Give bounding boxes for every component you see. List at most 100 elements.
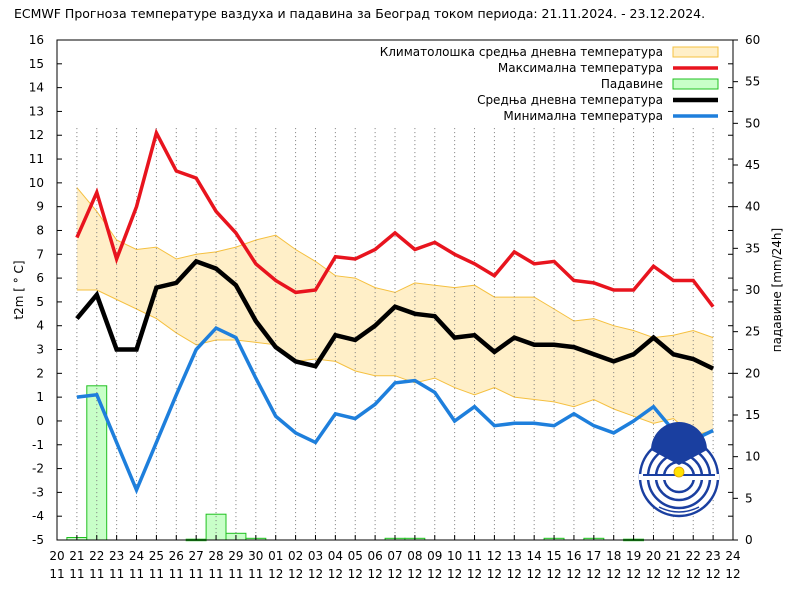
- x-tick-month: 12: [427, 567, 442, 581]
- hydromet-logo: [638, 422, 720, 518]
- y2-axis-ticks: 0 5 10 15 20 25 30 35 40 45 50 55 60: [733, 33, 760, 547]
- x-tick-month: 11: [189, 567, 204, 581]
- x-tick-day: 10: [447, 549, 462, 563]
- x-tick-month: 11: [248, 567, 263, 581]
- x-tick-month: 12: [447, 567, 462, 581]
- legend-swatch-precip: [672, 78, 719, 90]
- y-tick-label: 8: [36, 223, 44, 237]
- y2-tick-label: 50: [745, 116, 760, 130]
- x-tick-day: 14: [527, 549, 542, 563]
- x-tick-day: 08: [407, 549, 422, 563]
- series-lines-layer: [75, 128, 715, 495]
- y-tick-label: -4: [32, 509, 44, 523]
- x-tick-day: 22: [89, 549, 104, 563]
- y-tick-label: -5: [32, 533, 44, 547]
- y-tick-label: 0: [36, 414, 44, 428]
- x-tick-month: 12: [367, 567, 382, 581]
- y-tick-label: 3: [36, 343, 44, 357]
- x-tick-month: 11: [69, 567, 84, 581]
- x-tick-day: 11: [467, 549, 482, 563]
- series-line-min: [76, 325, 714, 495]
- x-tick-month: 12: [507, 567, 522, 581]
- x-tick-day: 15: [546, 549, 561, 563]
- y-tick-label: 10: [29, 176, 44, 190]
- x-tick-month: 11: [208, 567, 223, 581]
- y-tick-label: 7: [36, 247, 44, 261]
- x-tick-day: 24: [725, 549, 740, 563]
- y2-tick-label: 20: [745, 366, 760, 380]
- x-tick-day: 20: [49, 549, 64, 563]
- x-tick-day: 02: [288, 549, 303, 563]
- x-tick-day: 21: [69, 549, 84, 563]
- x-tick-day: 13: [507, 549, 522, 563]
- y-tick-label: 4: [36, 319, 44, 333]
- y-tick-label: 12: [29, 128, 44, 142]
- y-tick-label: 5: [36, 295, 44, 309]
- x-tick-month: 11: [89, 567, 104, 581]
- x-tick-month: 12: [328, 567, 343, 581]
- x-tick-month: 12: [566, 567, 581, 581]
- y2-tick-label: 15: [745, 408, 760, 422]
- x-tick-day: 29: [228, 549, 243, 563]
- x-tick-month: 11: [109, 567, 124, 581]
- x-tick-day: 17: [586, 549, 601, 563]
- climatology-band: [76, 187, 714, 436]
- x-tick-month: 12: [606, 567, 621, 581]
- x-tick-day: 28: [208, 549, 223, 563]
- x-tick-day: 06: [367, 549, 382, 563]
- y2-tick-label: 40: [745, 200, 760, 214]
- x-tick-day: 23: [109, 549, 124, 563]
- y-axis-label: t2m [ ° C]: [12, 260, 26, 319]
- x-tick-month: 12: [646, 567, 661, 581]
- x-tick-day: 19: [626, 549, 641, 563]
- x-tick-month: 12: [626, 567, 641, 581]
- x-tick-month: 12: [268, 567, 283, 581]
- legend: Климатолошка средња дневна температура Ма…: [380, 45, 719, 123]
- x-tick-month: 11: [129, 567, 144, 581]
- x-tick-day: 25: [149, 549, 164, 563]
- y-tick-label: 2: [36, 366, 44, 380]
- x-tick-month: 12: [725, 567, 740, 581]
- legend-label-precip: Падавине: [601, 77, 663, 91]
- legend-label-max: Максимална температура: [498, 61, 663, 75]
- x-tick-month: 12: [407, 567, 422, 581]
- x-tick-month: 11: [149, 567, 164, 581]
- y-tick-label: 14: [29, 81, 44, 95]
- x-tick-month: 12: [546, 567, 561, 581]
- y2-tick-label: 0: [745, 533, 753, 547]
- series-line-mean: [75, 258, 715, 371]
- x-tick-day: 24: [129, 549, 144, 563]
- y2-axis-label: падавине [mm/24h]: [770, 228, 784, 352]
- x-tick-day: 27: [189, 549, 204, 563]
- y-tick-label: -2: [32, 462, 44, 476]
- x-tick-month: 12: [666, 567, 681, 581]
- x-tick-month: 11: [169, 567, 184, 581]
- x-tick-month: 12: [487, 567, 502, 581]
- x-tick-day: 22: [686, 549, 701, 563]
- x-tick-day: 18: [606, 549, 621, 563]
- climatology-lower-edge: [76, 289, 714, 436]
- x-tick-day: 16: [566, 549, 581, 563]
- x-tick-day: 03: [308, 549, 323, 563]
- x-tick-day: 05: [348, 549, 363, 563]
- legend-label-min: Минимална температура: [503, 109, 663, 123]
- y2-tick-label: 35: [745, 241, 760, 255]
- y-tick-label: 16: [29, 33, 44, 47]
- x-tick-month: 12: [686, 567, 701, 581]
- x-tick-month: 11: [49, 567, 64, 581]
- y-tick-label: 6: [36, 271, 44, 285]
- x-axis-ticks: 20 11 21 11 22 11 23 11 24 11 25 11 26 11 27 11 28 11 29 11…: [49, 535, 741, 581]
- y2-tick-label: 5: [745, 491, 753, 505]
- y-tick-label: 1: [36, 390, 44, 404]
- y2-tick-label: 55: [745, 75, 760, 89]
- y-tick-label: 13: [29, 104, 44, 118]
- y2-tick-label: 45: [745, 158, 760, 172]
- x-tick-month: 12: [308, 567, 323, 581]
- y-tick-label: 15: [29, 57, 44, 71]
- series-line-max: [75, 128, 715, 308]
- legend-label-clim: Климатолошка средња дневна температура: [380, 45, 663, 59]
- y-tick-label: -3: [32, 485, 44, 499]
- x-tick-month: 12: [348, 567, 363, 581]
